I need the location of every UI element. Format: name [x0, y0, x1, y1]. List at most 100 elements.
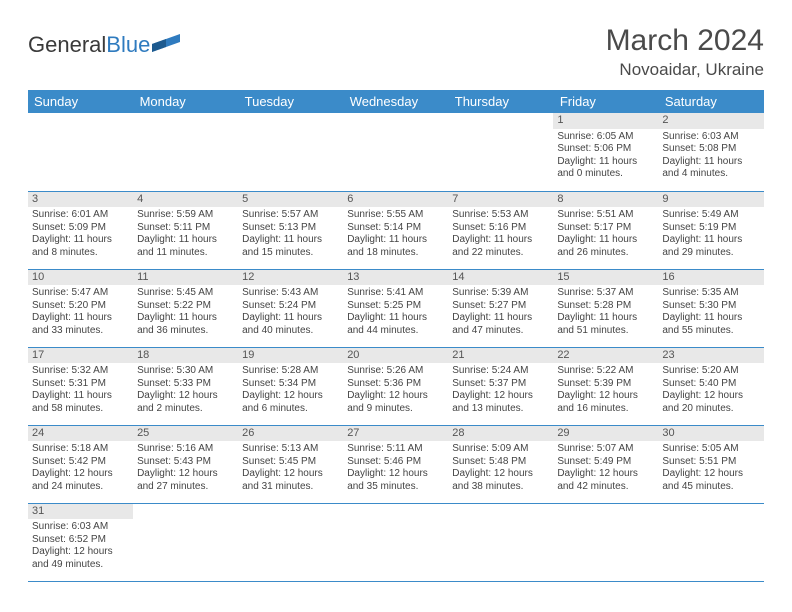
- title-block: March 2024 Novoaidar, Ukraine: [606, 24, 764, 80]
- calendar-week-row: 10Sunrise: 5:47 AMSunset: 5:20 PMDayligh…: [28, 269, 764, 347]
- sunset-text: Sunset: 5:43 PM: [137, 456, 234, 469]
- calendar-day-cell: [343, 113, 448, 191]
- calendar-week-row: 24Sunrise: 5:18 AMSunset: 5:42 PMDayligh…: [28, 425, 764, 503]
- sunset-text: Sunset: 5:42 PM: [32, 456, 129, 469]
- daylight-text: Daylight: 11 hours: [137, 312, 234, 325]
- sunrise-text: Sunrise: 5:49 AM: [662, 209, 759, 222]
- sunrise-text: Sunrise: 5:41 AM: [347, 287, 444, 300]
- day-header: Monday: [133, 90, 238, 113]
- day-number: 5: [238, 192, 343, 208]
- day-number: 21: [448, 348, 553, 364]
- sunrise-text: Sunrise: 5:45 AM: [137, 287, 234, 300]
- calendar-day-cell: 9Sunrise: 5:49 AMSunset: 5:19 PMDaylight…: [658, 191, 763, 269]
- day-number: 1: [553, 113, 658, 129]
- daylight-text: Daylight: 12 hours: [347, 390, 444, 403]
- day-header: Friday: [553, 90, 658, 113]
- calendar-day-cell: [238, 503, 343, 581]
- daylight-text: Daylight: 11 hours: [452, 312, 549, 325]
- sunset-text: Sunset: 6:52 PM: [32, 534, 129, 547]
- day-number: 9: [658, 192, 763, 208]
- calendar-day-cell: [658, 503, 763, 581]
- sunset-text: Sunset: 5:08 PM: [662, 143, 759, 156]
- day-number: 13: [343, 270, 448, 286]
- calendar-day-cell: [553, 503, 658, 581]
- calendar-week-row: 31Sunrise: 6:03 AMSunset: 6:52 PMDayligh…: [28, 503, 764, 581]
- daylight-text: and 26 minutes.: [557, 247, 654, 260]
- day-number: 17: [28, 348, 133, 364]
- daylight-text: and 0 minutes.: [557, 168, 654, 181]
- calendar-day-cell: 11Sunrise: 5:45 AMSunset: 5:22 PMDayligh…: [133, 269, 238, 347]
- sunrise-text: Sunrise: 5:59 AM: [137, 209, 234, 222]
- calendar-day-cell: [448, 503, 553, 581]
- brand-text: GeneralBlue: [28, 32, 150, 58]
- sunrise-text: Sunrise: 5:47 AM: [32, 287, 129, 300]
- calendar-day-cell: 31Sunrise: 6:03 AMSunset: 6:52 PMDayligh…: [28, 503, 133, 581]
- sunset-text: Sunset: 5:46 PM: [347, 456, 444, 469]
- sunrise-text: Sunrise: 5:24 AM: [452, 365, 549, 378]
- sunrise-text: Sunrise: 5:55 AM: [347, 209, 444, 222]
- calendar-day-cell: 24Sunrise: 5:18 AMSunset: 5:42 PMDayligh…: [28, 425, 133, 503]
- sunset-text: Sunset: 5:28 PM: [557, 300, 654, 313]
- location-label: Novoaidar, Ukraine: [606, 60, 764, 80]
- daylight-text: Daylight: 12 hours: [242, 390, 339, 403]
- daylight-text: and 11 minutes.: [137, 247, 234, 260]
- calendar-day-cell: [238, 113, 343, 191]
- daylight-text: Daylight: 12 hours: [32, 546, 129, 559]
- daylight-text: Daylight: 11 hours: [347, 312, 444, 325]
- daylight-text: and 29 minutes.: [662, 247, 759, 260]
- month-title: March 2024: [606, 24, 764, 58]
- calendar-day-cell: 2Sunrise: 6:03 AMSunset: 5:08 PMDaylight…: [658, 113, 763, 191]
- sunrise-text: Sunrise: 5:51 AM: [557, 209, 654, 222]
- calendar-day-cell: 5Sunrise: 5:57 AMSunset: 5:13 PMDaylight…: [238, 191, 343, 269]
- sunrise-text: Sunrise: 6:03 AM: [32, 521, 129, 534]
- daylight-text: and 15 minutes.: [242, 247, 339, 260]
- sunrise-text: Sunrise: 5:39 AM: [452, 287, 549, 300]
- daylight-text: Daylight: 12 hours: [557, 390, 654, 403]
- sunrise-text: Sunrise: 5:16 AM: [137, 443, 234, 456]
- calendar-day-cell: 14Sunrise: 5:39 AMSunset: 5:27 PMDayligh…: [448, 269, 553, 347]
- sunset-text: Sunset: 5:27 PM: [452, 300, 549, 313]
- calendar-week-row: 17Sunrise: 5:32 AMSunset: 5:31 PMDayligh…: [28, 347, 764, 425]
- sunset-text: Sunset: 5:14 PM: [347, 222, 444, 235]
- sunset-text: Sunset: 5:11 PM: [137, 222, 234, 235]
- daylight-text: Daylight: 12 hours: [662, 468, 759, 481]
- daylight-text: Daylight: 11 hours: [32, 312, 129, 325]
- sunset-text: Sunset: 5:30 PM: [662, 300, 759, 313]
- sunset-text: Sunset: 5:48 PM: [452, 456, 549, 469]
- day-number: 23: [658, 348, 763, 364]
- daylight-text: Daylight: 12 hours: [662, 390, 759, 403]
- day-header: Tuesday: [238, 90, 343, 113]
- daylight-text: and 51 minutes.: [557, 325, 654, 338]
- daylight-text: and 31 minutes.: [242, 481, 339, 494]
- daylight-text: Daylight: 11 hours: [242, 312, 339, 325]
- calendar-day-cell: 22Sunrise: 5:22 AMSunset: 5:39 PMDayligh…: [553, 347, 658, 425]
- sunrise-text: Sunrise: 5:11 AM: [347, 443, 444, 456]
- sunset-text: Sunset: 5:40 PM: [662, 378, 759, 391]
- day-number: 7: [448, 192, 553, 208]
- calendar-day-cell: 27Sunrise: 5:11 AMSunset: 5:46 PMDayligh…: [343, 425, 448, 503]
- daylight-text: Daylight: 11 hours: [557, 234, 654, 247]
- daylight-text: and 4 minutes.: [662, 168, 759, 181]
- sunrise-text: Sunrise: 5:30 AM: [137, 365, 234, 378]
- calendar-day-cell: 25Sunrise: 5:16 AMSunset: 5:43 PMDayligh…: [133, 425, 238, 503]
- daylight-text: Daylight: 12 hours: [557, 468, 654, 481]
- daylight-text: and 22 minutes.: [452, 247, 549, 260]
- sunset-text: Sunset: 5:45 PM: [242, 456, 339, 469]
- day-header: Wednesday: [343, 90, 448, 113]
- day-header: Thursday: [448, 90, 553, 113]
- sunset-text: Sunset: 5:36 PM: [347, 378, 444, 391]
- daylight-text: and 49 minutes.: [32, 559, 129, 572]
- calendar-day-cell: 26Sunrise: 5:13 AMSunset: 5:45 PMDayligh…: [238, 425, 343, 503]
- sunset-text: Sunset: 5:25 PM: [347, 300, 444, 313]
- daylight-text: Daylight: 12 hours: [242, 468, 339, 481]
- calendar-day-cell: 13Sunrise: 5:41 AMSunset: 5:25 PMDayligh…: [343, 269, 448, 347]
- day-number: 16: [658, 270, 763, 286]
- day-number: 30: [658, 426, 763, 442]
- calendar-day-cell: 28Sunrise: 5:09 AMSunset: 5:48 PMDayligh…: [448, 425, 553, 503]
- calendar-day-cell: 10Sunrise: 5:47 AMSunset: 5:20 PMDayligh…: [28, 269, 133, 347]
- day-number: 14: [448, 270, 553, 286]
- sunrise-text: Sunrise: 6:03 AM: [662, 131, 759, 144]
- daylight-text: Daylight: 12 hours: [347, 468, 444, 481]
- sunrise-text: Sunrise: 6:05 AM: [557, 131, 654, 144]
- sunrise-text: Sunrise: 5:43 AM: [242, 287, 339, 300]
